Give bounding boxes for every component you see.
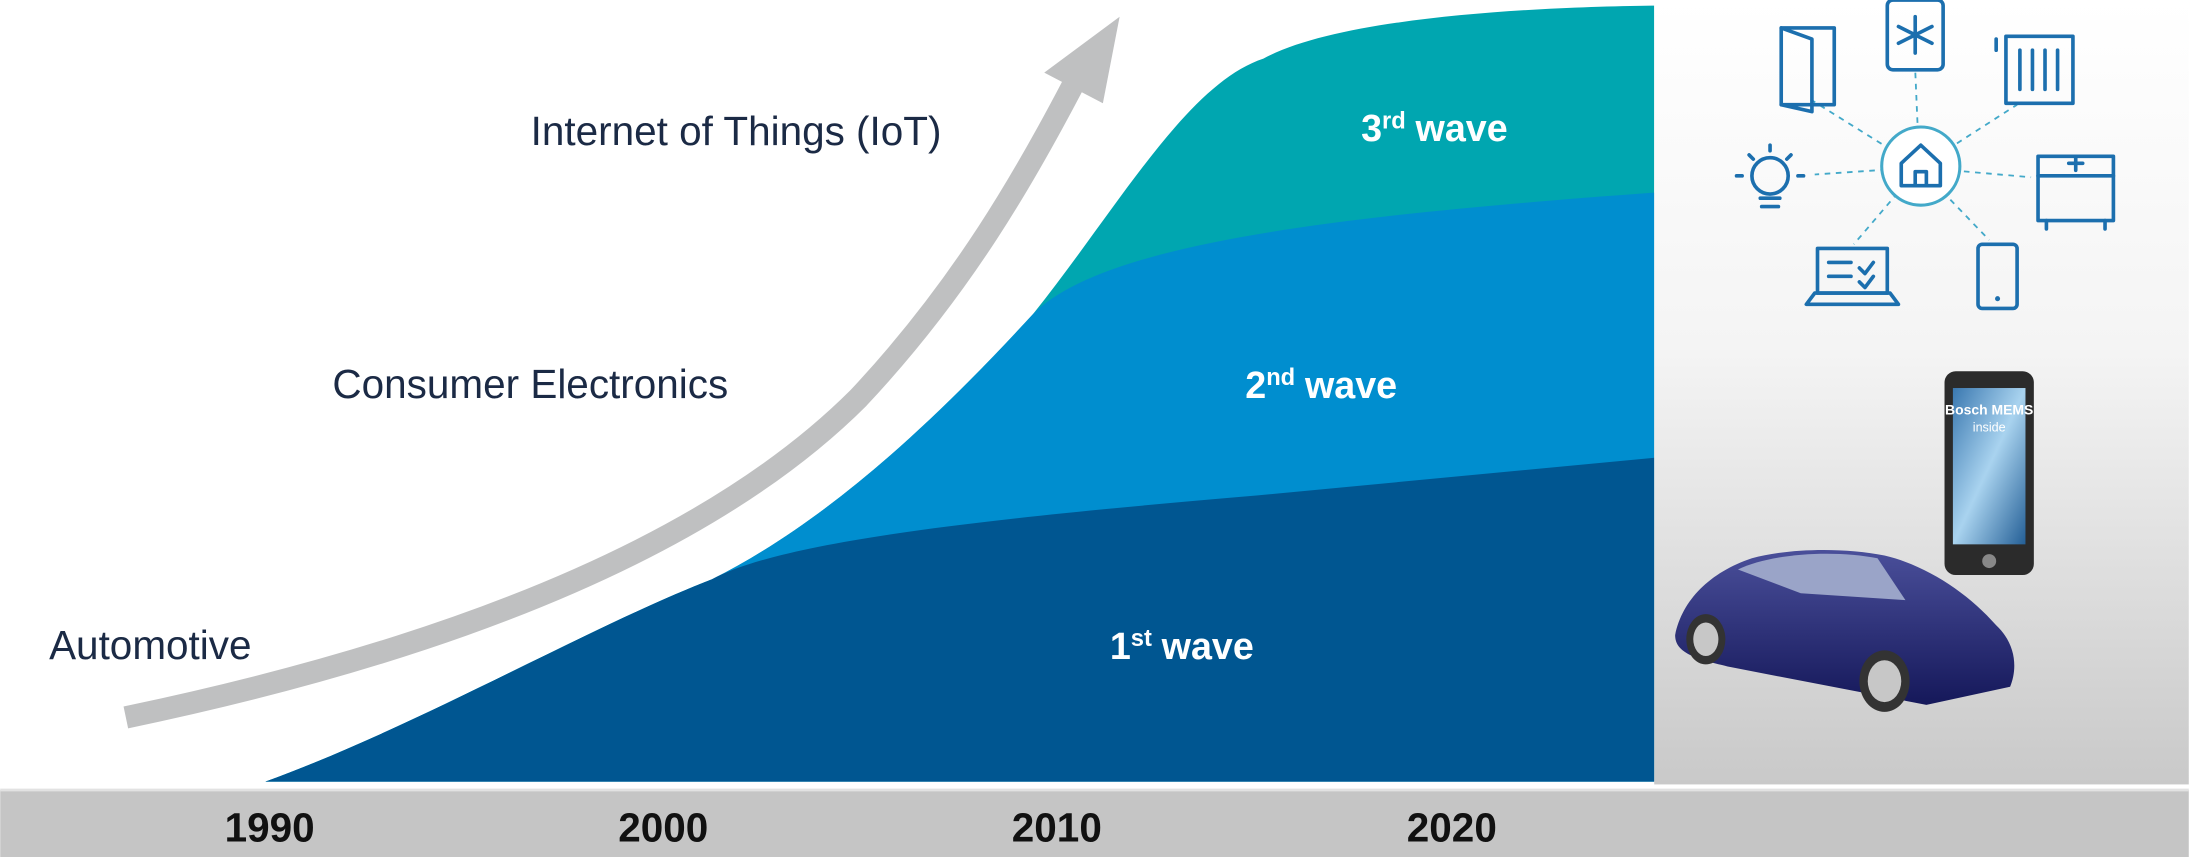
wave-1-label: 1st wave [1110,625,1254,667]
year-label: 2000 [618,805,708,851]
wave-2-label: 2nd wave [1245,364,1397,406]
wave-1-area [265,457,1655,782]
growth-arrowhead [1044,16,1120,104]
year-label: 2020 [1407,805,1497,851]
phone-screen-subtitle: inside [1973,420,2006,434]
year-label: 2010 [1012,805,1102,851]
growth-arrow [123,81,1083,729]
label-consumer: Consumer Electronics [332,361,728,407]
car-image [1675,550,2015,712]
label-iot: Internet of Things (IoT) [531,108,942,154]
label-automotive: Automotive [49,622,251,668]
phone-screen-title: Bosch MEMS [1945,402,2033,418]
phone-image: Bosch MEMS inside [1944,371,2034,576]
timeline-bar [0,790,2189,857]
smart-home-icons [1734,0,2116,311]
wave-3-label: 3rd wave [1361,107,1508,149]
year-label: 1990 [225,805,315,851]
